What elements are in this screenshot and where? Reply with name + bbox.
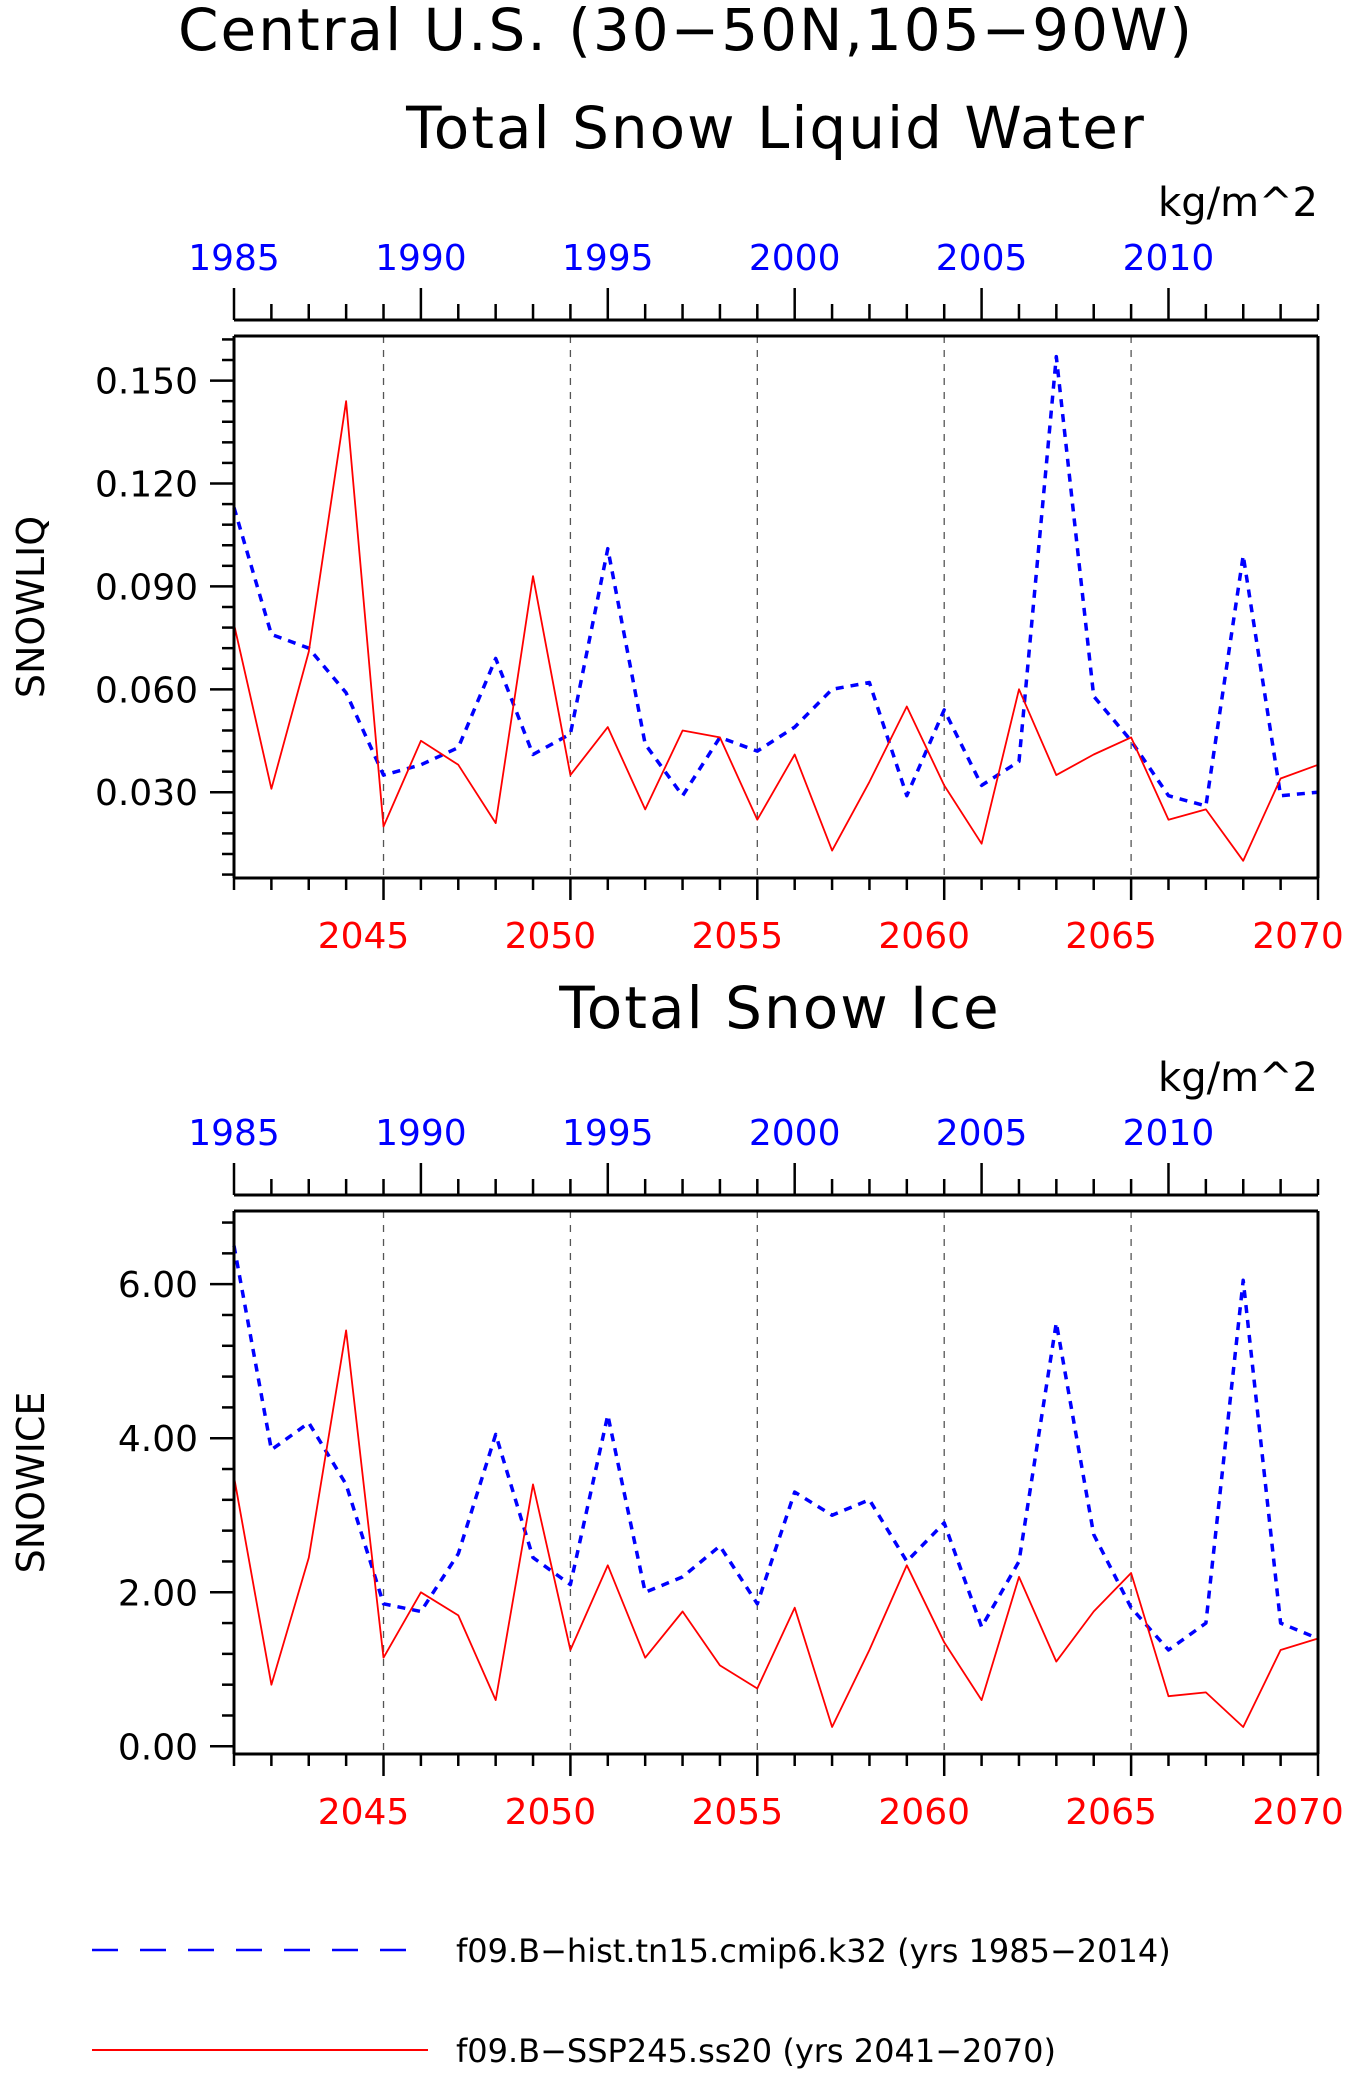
x-bottom-tick-label: 2045 — [318, 1792, 410, 1833]
units-label: kg/m^2 — [1158, 180, 1318, 226]
x-top-tick-label: 2000 — [749, 238, 841, 279]
x-top-tick-label: 1995 — [562, 1113, 654, 1154]
y-tick-label: 0.120 — [95, 465, 198, 506]
y-axis-label: SNOWLIQ — [9, 516, 53, 698]
x-top-tick-label: 1990 — [375, 1113, 467, 1154]
x-bottom-tick-label: 2055 — [691, 916, 783, 957]
historical-series-line — [232, 1245, 1319, 1652]
x-top-tick-label: 2005 — [936, 1113, 1028, 1154]
y-tick-label: 6.00 — [118, 1265, 198, 1306]
y-tick-label: 0.060 — [95, 670, 198, 711]
y-tick-label: 0.090 — [95, 567, 198, 608]
y-axis-label: SNOWICE — [9, 1392, 53, 1574]
x-top-tick-label: 1990 — [375, 238, 467, 279]
y-tick-label: 0.030 — [95, 773, 198, 814]
x-top-tick-label: 2010 — [1123, 1113, 1215, 1154]
panel2-title: Total Snow Ice — [558, 974, 1001, 1042]
x-top-tick-label: 1985 — [188, 1113, 280, 1154]
main-title-line1: Central U.S. (30−50N,105−90W) — [178, 0, 1194, 64]
x-top-tick-label: 1995 — [562, 238, 654, 279]
future-series-line — [233, 1329, 1319, 1728]
snowliq-panel: 2045 2050 2055 2060 2065 2070 1985 1990 1995 2000… — [9, 180, 1344, 957]
x-top-tick-label: 2005 — [936, 238, 1028, 279]
historical-series-line — [232, 354, 1319, 808]
legend-label-historical: f09.B−hist.tn15.cmip6.k32 (yrs 1985−2014… — [456, 1932, 1171, 1970]
x-bottom-tick-label: 2050 — [505, 916, 597, 957]
y-tick-label: 4.00 — [118, 1419, 198, 1460]
y-tick-label: 2.00 — [118, 1573, 198, 1614]
snowice-panel: 2045 2050 2055 2060 2065 2070 1985 1990 1995 2000… — [9, 1055, 1344, 1833]
y-tick-label: 0.150 — [95, 362, 198, 403]
legend-label-future: f09.B−SSP245.ss20 (yrs 2041−2070) — [456, 2032, 1056, 2070]
x-top-tick-label: 2010 — [1123, 238, 1215, 279]
future-series-line — [233, 400, 1319, 862]
x-bottom-tick-label: 2070 — [1252, 916, 1344, 957]
legend: f09.B−hist.tn15.cmip6.k32 (yrs 1985−2014… — [92, 1932, 1171, 2070]
main-title-line2: Total Snow Liquid Water — [405, 94, 1146, 162]
x-top-tick-label: 2000 — [749, 1113, 841, 1154]
units-label: kg/m^2 — [1158, 1055, 1318, 1101]
y-tick-label: 0.00 — [118, 1727, 198, 1768]
x-bottom-tick-label: 2070 — [1252, 1792, 1344, 1833]
x-bottom-tick-label: 2045 — [318, 916, 410, 957]
x-bottom-tick-label: 2065 — [1065, 916, 1157, 957]
x-bottom-tick-label: 2060 — [878, 916, 970, 957]
x-bottom-tick-label: 2060 — [878, 1792, 970, 1833]
x-bottom-tick-label: 2055 — [691, 1792, 783, 1833]
x-bottom-tick-label: 2050 — [505, 1792, 597, 1833]
x-bottom-tick-label: 2065 — [1065, 1792, 1157, 1833]
x-top-tick-label: 1985 — [188, 238, 280, 279]
